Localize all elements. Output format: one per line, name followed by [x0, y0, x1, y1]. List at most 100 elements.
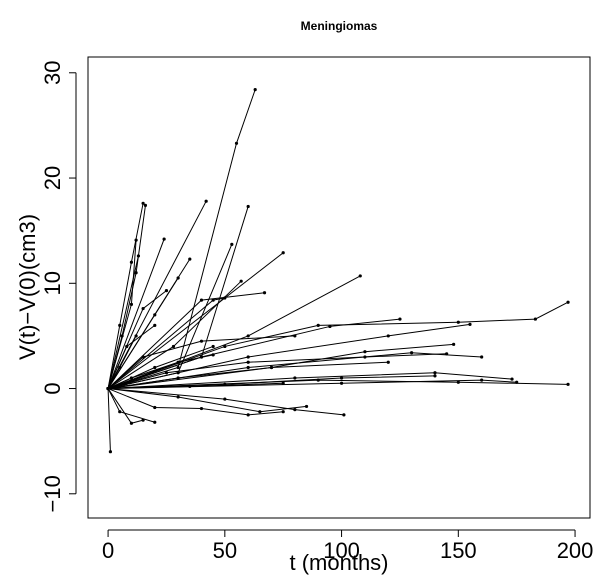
series-line [107, 203, 144, 389]
data-point [176, 365, 180, 370]
data-point [188, 384, 192, 389]
data-point [480, 378, 484, 382]
data-point [199, 406, 204, 411]
data-point [162, 237, 166, 241]
data-point [118, 323, 122, 327]
data-point [134, 238, 138, 242]
series-line [107, 354, 214, 389]
y-axis-label: V(t)−V(0)(cm3) [15, 214, 40, 360]
chart-title: Meningiomas [301, 19, 378, 33]
y-tick-label: 0 [40, 382, 65, 394]
data-point [433, 371, 437, 375]
data-point [129, 302, 134, 306]
data-point [433, 374, 437, 378]
data-point [153, 313, 157, 317]
data-point [281, 251, 285, 255]
series-line [108, 352, 482, 390]
data-point [398, 317, 402, 321]
data-point [143, 203, 148, 208]
data-point [445, 352, 449, 356]
series-line [107, 252, 284, 389]
data-point [234, 141, 239, 145]
data-point [410, 351, 414, 355]
data-point [515, 380, 519, 384]
data-point [293, 376, 297, 380]
data-point [342, 413, 346, 417]
data-point [176, 395, 180, 399]
series-line [107, 200, 207, 389]
data-point [176, 376, 180, 380]
data-point [339, 376, 344, 380]
x-tick-label: 150 [440, 538, 477, 563]
data-point [129, 376, 134, 380]
data-point [363, 355, 367, 359]
data-point [258, 410, 262, 414]
data-point [452, 342, 456, 346]
series-line [107, 388, 144, 424]
data-point [136, 254, 141, 258]
data-point [129, 260, 134, 264]
series-line [108, 372, 513, 390]
data-point [171, 344, 176, 349]
data-point [316, 323, 320, 327]
series-line [108, 375, 435, 390]
series-line [107, 335, 295, 389]
data-point [293, 334, 297, 338]
x-tick-label: 100 [323, 538, 360, 563]
data-point [134, 271, 138, 275]
data-point [468, 322, 472, 326]
data-point [153, 365, 157, 370]
data-point [129, 421, 134, 425]
data-point [386, 360, 390, 364]
data-point [176, 276, 180, 280]
data-point [134, 334, 138, 338]
data-point [223, 397, 227, 401]
data-point [328, 324, 332, 329]
series-line [107, 205, 146, 389]
series-line [107, 292, 265, 389]
data-point [253, 88, 257, 92]
series-line [107, 318, 400, 390]
x-tick-label: 50 [213, 538, 237, 563]
data-point [153, 420, 157, 424]
data-point [164, 289, 169, 293]
data-point [456, 380, 460, 384]
data-point [239, 279, 243, 283]
x-tick-label: 0 [102, 538, 114, 563]
data-point [262, 291, 267, 295]
data-point [118, 410, 122, 414]
data-point [164, 371, 169, 375]
data-point [246, 365, 250, 370]
series-line [107, 323, 471, 390]
data-point [118, 365, 122, 370]
series-line [108, 388, 307, 413]
data-point [141, 306, 145, 311]
data-point [211, 344, 215, 349]
y-tick-label: 10 [40, 271, 65, 295]
data-point [188, 257, 192, 261]
x-axis-label: t (months) [289, 550, 388, 575]
data-point [230, 242, 234, 246]
data-point [339, 381, 344, 385]
data-point [510, 377, 514, 381]
series-line [108, 343, 454, 390]
data-point [566, 300, 570, 304]
data-point [141, 201, 145, 205]
data-point [108, 450, 113, 454]
data-point [223, 296, 227, 300]
data-point [269, 365, 274, 370]
series-line [107, 301, 569, 390]
data-point [456, 320, 460, 324]
x-tick-label: 200 [557, 538, 594, 563]
data-point [211, 298, 215, 302]
data-point [153, 323, 157, 327]
data-point [363, 350, 367, 354]
data-point [204, 199, 208, 203]
data-point [281, 410, 285, 414]
data-point [480, 355, 484, 359]
series-line [107, 238, 165, 389]
data-point [141, 355, 145, 359]
data-point [386, 334, 390, 338]
